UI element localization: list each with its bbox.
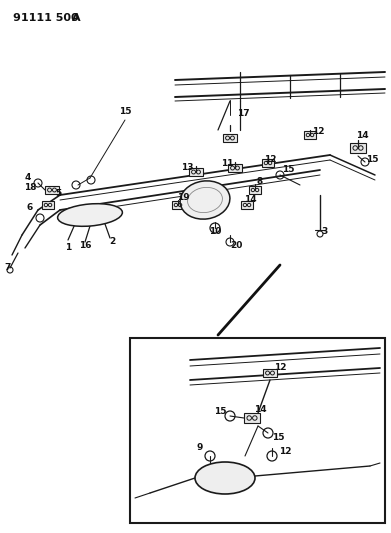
- Text: 20: 20: [230, 241, 242, 251]
- Bar: [304, 132, 316, 139]
- Text: 7: 7: [5, 263, 11, 272]
- Text: 14: 14: [356, 131, 368, 140]
- Text: 3: 3: [322, 228, 328, 237]
- Text: 14: 14: [244, 196, 256, 205]
- Text: 91111 500: 91111 500: [13, 13, 79, 23]
- Text: 8: 8: [257, 177, 263, 187]
- Text: 15: 15: [119, 108, 131, 117]
- Text: 5: 5: [55, 190, 61, 198]
- Ellipse shape: [195, 462, 255, 494]
- Text: 15: 15: [272, 433, 284, 442]
- Bar: [223, 134, 237, 142]
- Text: 12: 12: [279, 447, 291, 456]
- Text: 12: 12: [274, 364, 286, 373]
- Text: 9: 9: [197, 443, 203, 453]
- Bar: [189, 168, 203, 176]
- Text: 11: 11: [221, 158, 233, 167]
- Ellipse shape: [57, 204, 122, 227]
- Text: 16: 16: [79, 240, 91, 249]
- Bar: [130, 338, 385, 523]
- Text: 15: 15: [366, 156, 378, 165]
- Ellipse shape: [180, 181, 230, 219]
- Bar: [249, 187, 261, 193]
- Text: 10: 10: [209, 228, 221, 237]
- Bar: [241, 201, 253, 208]
- Bar: [350, 143, 366, 153]
- Bar: [244, 413, 260, 423]
- Bar: [42, 201, 54, 208]
- Text: 4: 4: [25, 174, 31, 182]
- Text: 13: 13: [181, 163, 193, 172]
- Text: 15: 15: [214, 408, 226, 416]
- Bar: [263, 369, 277, 377]
- Bar: [262, 159, 274, 167]
- Bar: [172, 201, 184, 208]
- Text: A: A: [72, 13, 81, 23]
- Text: 12: 12: [264, 156, 276, 165]
- Text: 15: 15: [282, 166, 294, 174]
- Text: 2: 2: [109, 238, 115, 246]
- Bar: [45, 186, 59, 194]
- Bar: [228, 164, 242, 172]
- Text: 19: 19: [177, 193, 189, 203]
- Text: 14: 14: [254, 406, 266, 415]
- Text: 6: 6: [27, 204, 33, 213]
- Text: 18: 18: [24, 183, 36, 192]
- Text: 1: 1: [65, 244, 71, 253]
- Text: 12: 12: [312, 127, 324, 136]
- Text: 17: 17: [237, 109, 249, 117]
